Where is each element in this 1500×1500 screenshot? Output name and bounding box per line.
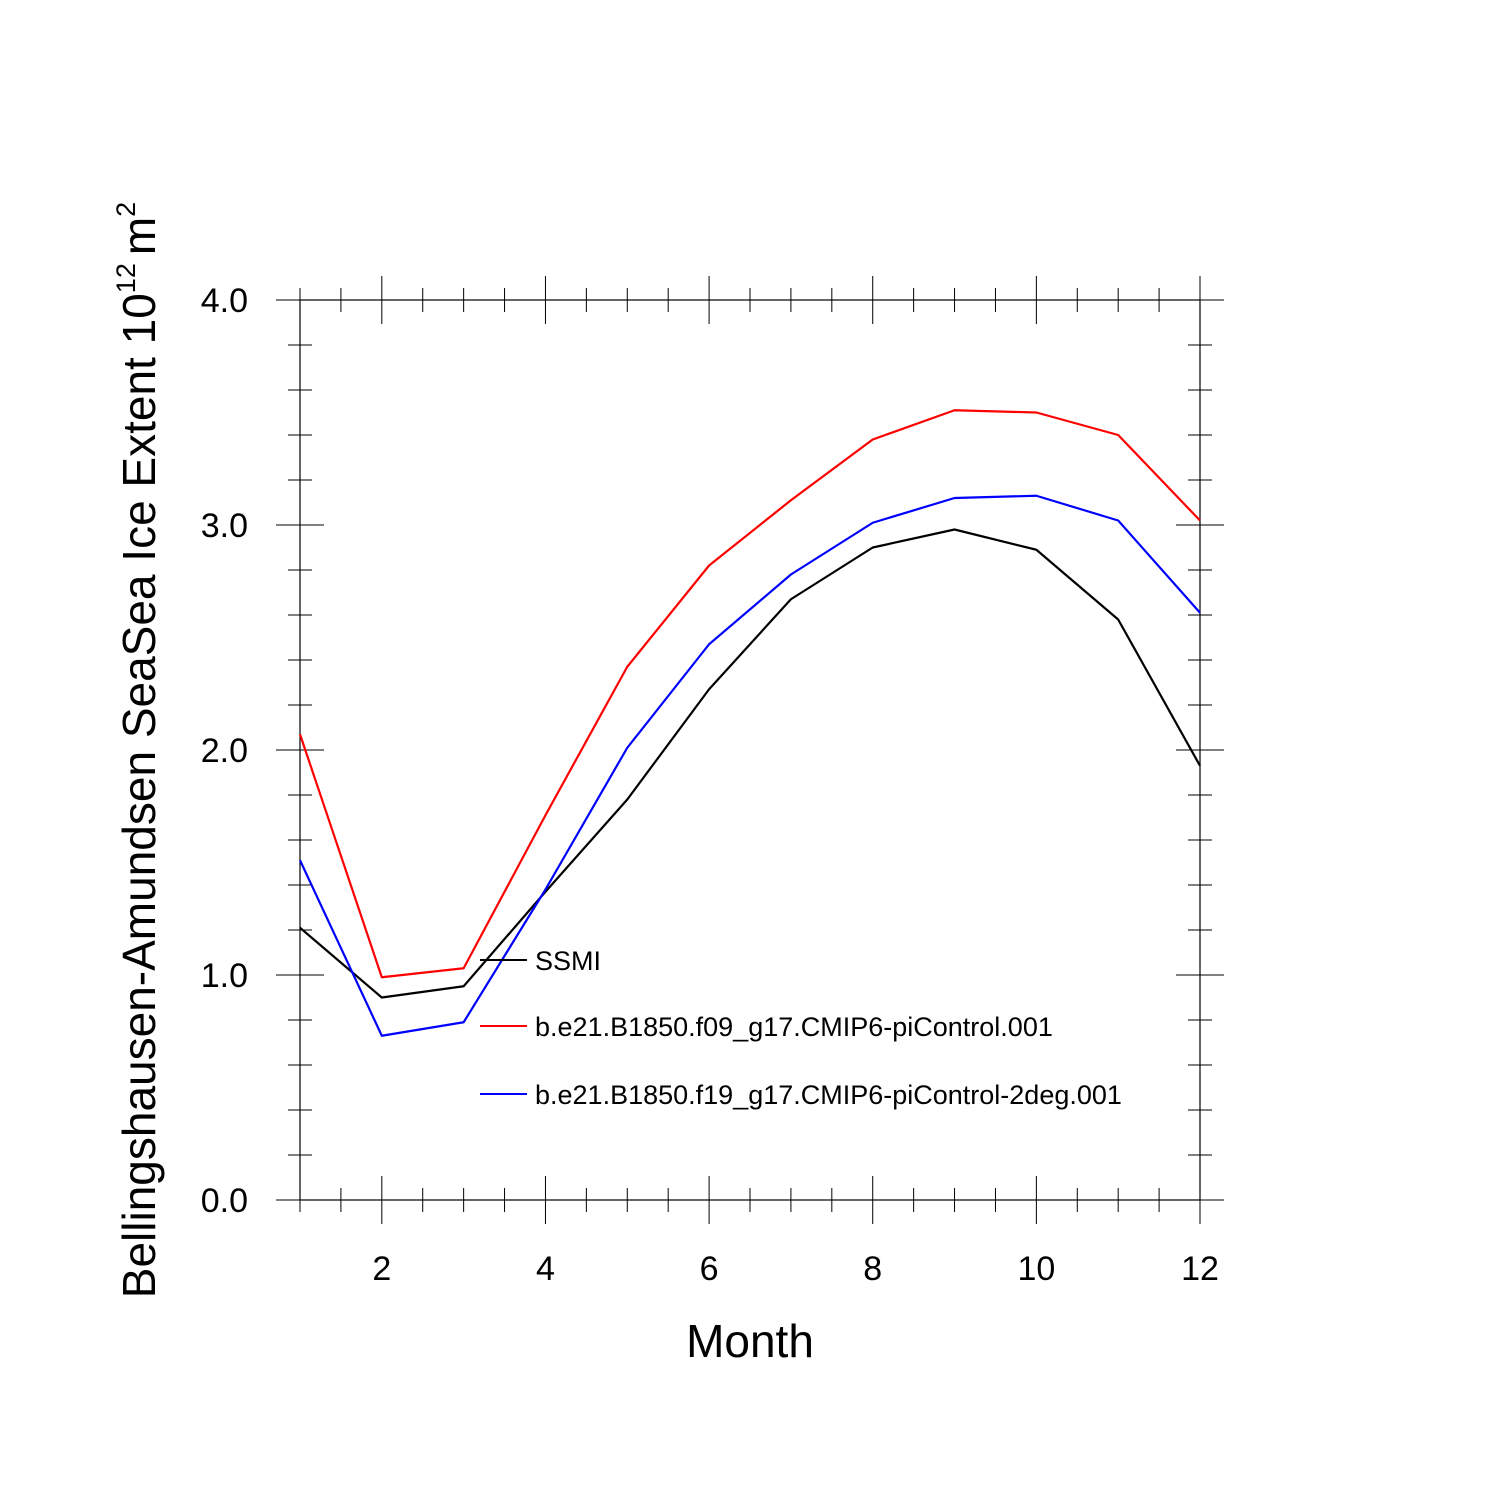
y-tick-label: 0.0 bbox=[201, 1182, 248, 1220]
x-tick-label: 8 bbox=[863, 1250, 882, 1288]
y-tick-label: 4.0 bbox=[201, 282, 248, 320]
y-tick-label: 1.0 bbox=[201, 957, 248, 995]
x-tick-label: 12 bbox=[1181, 1250, 1219, 1288]
y-axis-title-exponent: 12 bbox=[111, 263, 141, 293]
y-tick-label: 3.0 bbox=[201, 507, 248, 545]
legend-label-f19: b.e21.B1850.f19_g17.CMIP6-piControl-2deg… bbox=[535, 1080, 1122, 1110]
x-tick-labels: 2 4 6 8 10 12 bbox=[372, 1250, 1219, 1288]
y-axis-title-unit-exponent: 2 bbox=[111, 202, 141, 217]
y-axis-title-main: Bellingshausen-Amundsen SeaSea Ice Exten… bbox=[113, 293, 165, 1298]
y-tick-labels: 0.0 1.0 2.0 3.0 4.0 bbox=[201, 282, 248, 1220]
x-tick-label: 6 bbox=[700, 1250, 719, 1288]
x-tick-label: 2 bbox=[372, 1250, 391, 1288]
series-group bbox=[298, 409, 1201, 1037]
series-line-1 bbox=[298, 409, 1201, 979]
x-tick-label: 4 bbox=[536, 1250, 555, 1288]
series-line-2 bbox=[299, 494, 1201, 1037]
x-axis-title: Month bbox=[686, 1315, 814, 1367]
plot-frame bbox=[299, 299, 1201, 1201]
series-line-0 bbox=[299, 528, 1201, 999]
x-tick-label: 10 bbox=[1017, 1250, 1055, 1288]
legend-label-f09: b.e21.B1850.f09_g17.CMIP6-piControl.001 bbox=[535, 1012, 1053, 1042]
legend: SSMI b.e21.B1850.f09_g17.CMIP6-piControl… bbox=[480, 946, 1122, 1110]
y-axis-title: Bellingshausen-Amundsen SeaSea Ice Exten… bbox=[111, 202, 165, 1298]
legend-label-ssmi: SSMI bbox=[535, 946, 601, 976]
y-tick-label: 2.0 bbox=[201, 732, 248, 770]
y-axis-title-unit: m bbox=[113, 217, 165, 255]
